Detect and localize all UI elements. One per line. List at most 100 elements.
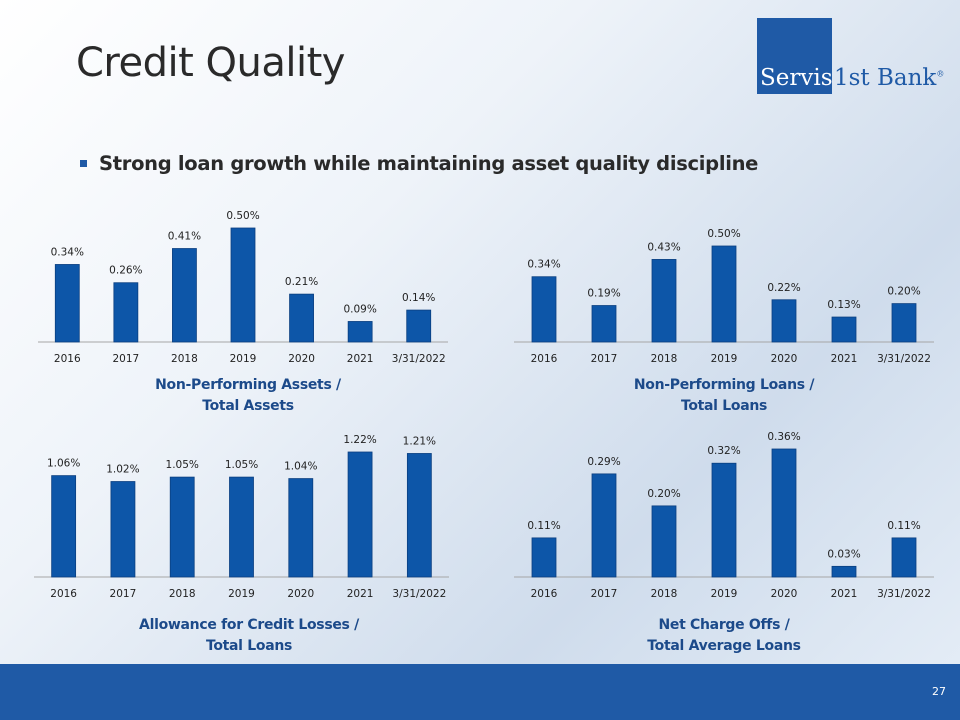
bar xyxy=(651,505,677,578)
data-label: 0.29% xyxy=(587,456,620,468)
data-label: 0.36% xyxy=(767,431,800,443)
chart-title-line: Non-Performing Loans / xyxy=(633,377,815,393)
chart-title-acl: Allowance for Credit Losses / Total Loan… xyxy=(119,615,379,657)
x-tick-label: 2019 xyxy=(711,588,738,600)
chart-title-nco: Net Charge Offs / Total Average Loans xyxy=(594,615,854,657)
logo-registered-mark: ® xyxy=(936,69,945,79)
bar xyxy=(110,481,136,578)
x-tick-label: 3/31/2022 xyxy=(392,588,446,600)
bar xyxy=(711,462,737,578)
bar xyxy=(172,248,197,343)
bar xyxy=(531,537,557,578)
bar xyxy=(891,303,917,343)
bar xyxy=(651,259,677,343)
bar xyxy=(347,321,373,343)
x-tick-label: 2019 xyxy=(228,588,255,600)
x-tick-label: 3/31/2022 xyxy=(392,353,446,365)
bar xyxy=(531,276,557,343)
data-label: 1.02% xyxy=(106,464,139,476)
data-label: 0.34% xyxy=(51,246,84,258)
data-label: 0.32% xyxy=(707,445,740,457)
x-tick-label: 2021 xyxy=(347,588,374,600)
page-number: 27 xyxy=(932,685,946,698)
data-label: 0.11% xyxy=(887,520,920,532)
chart-title-line: Total Average Loans xyxy=(647,638,801,654)
data-label: 0.41% xyxy=(168,231,201,243)
data-label: 0.26% xyxy=(109,265,142,277)
x-tick-label: 2018 xyxy=(169,588,196,600)
bar xyxy=(591,305,617,343)
data-label: 0.03% xyxy=(827,548,860,560)
bar xyxy=(113,282,139,343)
chart-title-line: Net Charge Offs / xyxy=(658,617,790,633)
bar xyxy=(289,293,314,343)
data-label: 1.05% xyxy=(225,459,258,471)
data-label: 0.14% xyxy=(402,292,435,304)
bar xyxy=(406,453,432,578)
chart-nco-avg-loans: 0.11% 2016 0.29% 2017 0.20% 2018 0.32% 2019 0.36… xyxy=(514,431,934,600)
x-tick-label: 2017 xyxy=(591,353,618,365)
data-label: 0.50% xyxy=(707,228,740,240)
data-label: 1.21% xyxy=(403,435,436,447)
data-label: 0.09% xyxy=(343,303,376,315)
bar xyxy=(771,299,797,343)
bar xyxy=(771,448,797,578)
data-label: 0.13% xyxy=(827,299,860,311)
footer-bar: 27 xyxy=(0,664,960,720)
bar xyxy=(831,565,857,578)
bar xyxy=(230,227,256,343)
data-label: 0.11% xyxy=(527,520,560,532)
bar xyxy=(229,476,254,578)
x-tick-label: 2021 xyxy=(347,353,374,365)
slide-title: Credit Quality xyxy=(76,40,345,86)
x-tick-label: 2016 xyxy=(531,588,558,600)
x-tick-label: 2020 xyxy=(771,353,798,365)
bar xyxy=(891,537,917,578)
bar xyxy=(711,245,737,343)
bar xyxy=(591,473,617,578)
bullet-point: Strong loan growth while maintaining ass… xyxy=(80,152,758,175)
logo-rest-text: 1st Bank xyxy=(834,65,937,91)
chart-acl-total-loans: 1.06% 2016 1.02% 2017 1.05% 2018 1.05% 2019 1.04… xyxy=(34,434,449,600)
x-tick-label: 2016 xyxy=(54,353,81,365)
x-tick-label: 2018 xyxy=(651,588,678,600)
x-tick-label: 2016 xyxy=(50,588,77,600)
chart-title-line: Non-Performing Assets / xyxy=(155,377,341,393)
chart-title-npl: Non-Performing Loans / Total Loans xyxy=(594,375,854,417)
x-tick-label: 2017 xyxy=(110,588,137,600)
x-tick-label: 2019 xyxy=(711,353,738,365)
data-label: 0.20% xyxy=(647,488,680,500)
x-tick-label: 2020 xyxy=(771,588,798,600)
bar xyxy=(831,316,857,343)
bullet-text: Strong loan growth while maintaining ass… xyxy=(99,152,759,175)
data-label: 1.05% xyxy=(166,459,199,471)
bar xyxy=(54,264,80,343)
x-tick-label: 2020 xyxy=(288,353,315,365)
data-label: 0.50% xyxy=(226,210,259,222)
x-tick-label: 2021 xyxy=(831,588,858,600)
data-label: 1.22% xyxy=(343,434,376,446)
chart-title-line: Allowance for Credit Losses / xyxy=(139,617,359,633)
bar xyxy=(288,478,314,578)
x-tick-label: 2017 xyxy=(112,353,139,365)
chart-npa-total-assets: 0.34% 2016 0.26% 2017 0.41% 2018 0.50% 2019 0.21… xyxy=(38,210,448,365)
bar xyxy=(51,475,77,578)
x-tick-label: 2019 xyxy=(230,353,257,365)
x-tick-label: 2017 xyxy=(591,588,618,600)
chart-npl-total-loans: 0.34% 2016 0.19% 2017 0.43% 2018 0.50% 2019 0.22… xyxy=(514,228,934,365)
data-label: 1.04% xyxy=(284,461,317,473)
x-tick-label: 2018 xyxy=(171,353,198,365)
bank-logo: Servis 1st Bank® xyxy=(757,18,944,94)
data-label: 0.22% xyxy=(767,282,800,294)
data-label: 1.06% xyxy=(47,458,80,470)
data-label: 0.19% xyxy=(587,288,620,300)
x-tick-label: 2016 xyxy=(531,353,558,365)
chart-title-line: Total Loans xyxy=(205,638,293,654)
data-label: 0.34% xyxy=(527,259,560,271)
bar xyxy=(347,451,373,578)
chart-title-line: Total Assets xyxy=(202,398,294,414)
x-tick-label: 3/31/2022 xyxy=(877,588,931,600)
x-tick-label: 3/31/2022 xyxy=(877,353,931,365)
data-label: 0.21% xyxy=(285,276,318,288)
bar xyxy=(169,476,195,578)
